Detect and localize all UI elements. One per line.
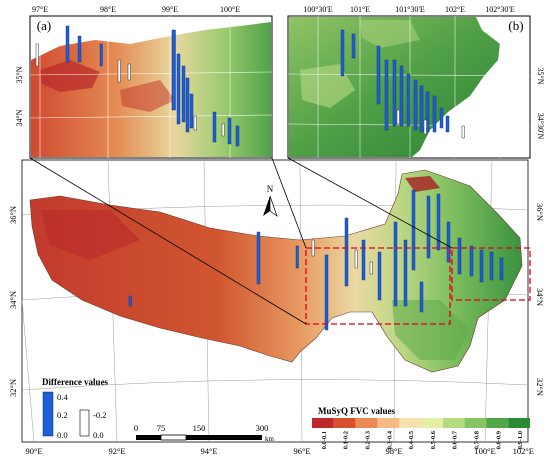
fvc-class-label: 0.2-0.3 <box>365 430 372 449</box>
lat-tick-label-left: 34°N <box>8 291 18 309</box>
inset-b-label: (b) <box>508 18 523 33</box>
inset-b-light-patch <box>360 20 420 48</box>
lon-tick-label: 94°E <box>200 446 217 456</box>
lon-tick-label: 98°E <box>385 446 402 456</box>
inset-a: (a) 97°E 98°E 99°E 100°E 35°N 34°N <box>15 5 273 159</box>
difference-legend: Difference values 0.4 0.2 0.0 -0.2 0.0 <box>42 377 109 440</box>
lat-tick-label-right: 36°N <box>535 203 545 221</box>
fvc-class-label: 0.7-0.8 <box>474 430 481 449</box>
inset-a-label: (a) <box>37 18 51 33</box>
inset-b-lon-tick: 101°E <box>350 5 370 14</box>
lat-tick-label-left: 36°N <box>8 206 18 224</box>
main-negative-bars <box>311 239 373 275</box>
scale-label: 0 <box>134 423 138 433</box>
main-map: N 90°E 92°E 94°E 96°E 98°E 100°E 102°E 3… <box>8 157 545 456</box>
fvc-swatch <box>486 418 509 428</box>
inset-a-lon-tick: 99°E <box>162 5 178 14</box>
scale-label: 300 <box>256 423 269 433</box>
difference-legend-title: Difference values <box>42 377 109 387</box>
negative-label: -0.2 <box>93 410 106 420</box>
inset-b-negative-bars <box>396 109 465 139</box>
lon-tick-label: 90°E <box>25 446 42 456</box>
inset-a-negative-bars <box>35 43 225 137</box>
lon-tick-label: 96°E <box>293 446 310 456</box>
inset-a-lat-tick: 35°N <box>15 66 24 83</box>
positive-difference-swatch <box>42 391 54 437</box>
inset-a-label-bg <box>32 17 56 33</box>
scale-unit: km <box>265 435 275 443</box>
fvc-swatch <box>312 418 334 428</box>
fvc-class-label: 0.3-0.4 <box>386 430 393 449</box>
fvc-swatch <box>355 418 378 428</box>
inset-b-lon-tick: 102°30'E <box>485 5 515 14</box>
scale-bar: 0 75 150 300 km <box>134 423 275 443</box>
fvc-class-label: 0.8-0.9 <box>495 430 502 449</box>
inset-a-lon-tick: 100°E <box>220 5 240 14</box>
north-arrow-label: N <box>267 184 274 194</box>
low-fvc-patch <box>405 176 440 192</box>
lon-tick-label: 102°E <box>513 446 534 456</box>
scale-label: 150 <box>193 423 206 433</box>
inset-a-lat-tick: 34°N <box>15 109 24 126</box>
positive-label: 0.2 <box>57 410 68 420</box>
inset-a-lon-tick: 97°E <box>32 5 48 14</box>
inset-a-graticule <box>29 16 273 158</box>
lon-tick-label: 92°E <box>108 446 125 456</box>
inset-b-lat-tick: 35°N <box>536 68 545 85</box>
negative-difference-swatch <box>79 409 90 437</box>
connector-line-a <box>271 157 307 249</box>
fvc-swatch <box>377 418 400 428</box>
inset-b-lon-tick: 100°30'E <box>303 5 333 14</box>
inset-b-lon-tick: 101°30'E <box>395 5 425 14</box>
scale-segment <box>186 435 262 440</box>
fvc-legend-title: MuSyQ FVC values <box>318 406 396 416</box>
inset-a-low-patch <box>40 60 100 92</box>
lat-tick-label-right: 32°N <box>535 378 545 396</box>
positive-label: 0.0 <box>57 430 68 440</box>
inset-b-extent-box <box>451 247 531 301</box>
low-fvc-patch <box>40 210 140 260</box>
inset-b-label-bg <box>504 17 528 33</box>
positive-label: 0.4 <box>57 392 68 402</box>
inset-a-difference-bars <box>65 25 240 147</box>
fvc-class-label: 0.6-0.7 <box>452 430 459 449</box>
inset-b-lat-tick: 34°30'N <box>536 113 545 140</box>
connector-line-b <box>287 157 453 249</box>
scale-segment <box>160 434 187 441</box>
scale-segment <box>136 435 161 440</box>
inset-a-lon-tick: 98°E <box>100 5 116 14</box>
inset-a-low-patch <box>120 80 175 112</box>
north-arrow: N <box>263 184 278 217</box>
fvc-class-label: 0.4-0.5 <box>408 430 415 449</box>
fvc-swatch <box>421 418 443 428</box>
fvc-class-label: 0.9-1.0 <box>517 431 524 449</box>
lat-tick-label-right: 34°N <box>535 288 545 306</box>
negative-label: 0.0 <box>93 430 104 440</box>
inset-b: (b) 100°30'E 101°E 101°30'E 102°E 102°30… <box>287 5 545 159</box>
main-difference-bars <box>128 189 504 331</box>
fvc-swatch <box>399 418 421 428</box>
fvc-class-labels: 0.0-0.1 0.1-0.2 0.2-0.3 0.3-0.4 0.4-0.5 0.5-0… <box>321 430 524 449</box>
fvc-swatch <box>508 418 530 428</box>
lat-tick-label-left: 32°N <box>8 379 18 397</box>
fvc-swatch <box>464 418 487 428</box>
inset-b-lon-tick: 102°E <box>445 5 465 14</box>
scale-label: 75 <box>157 423 166 433</box>
fvc-class-label: 0.0-0.1 <box>321 431 328 449</box>
fvc-swatch <box>333 418 356 428</box>
fvc-class-label: 0.5-0.6 <box>430 430 437 449</box>
lon-tick-label: 100°E <box>474 446 495 456</box>
fvc-class-label: 0.1-0.2 <box>343 431 350 449</box>
connector-line-a <box>29 157 307 325</box>
fvc-swatch <box>442 418 465 428</box>
inset-a-extent-box <box>305 247 451 325</box>
fvc-legend: MuSyQ FVC values 0.0-0.1 0.1-0.2 0.2-0.3 0.… <box>312 406 530 449</box>
fvc-swatches <box>312 418 530 428</box>
inset-b-difference-bars <box>340 29 450 133</box>
